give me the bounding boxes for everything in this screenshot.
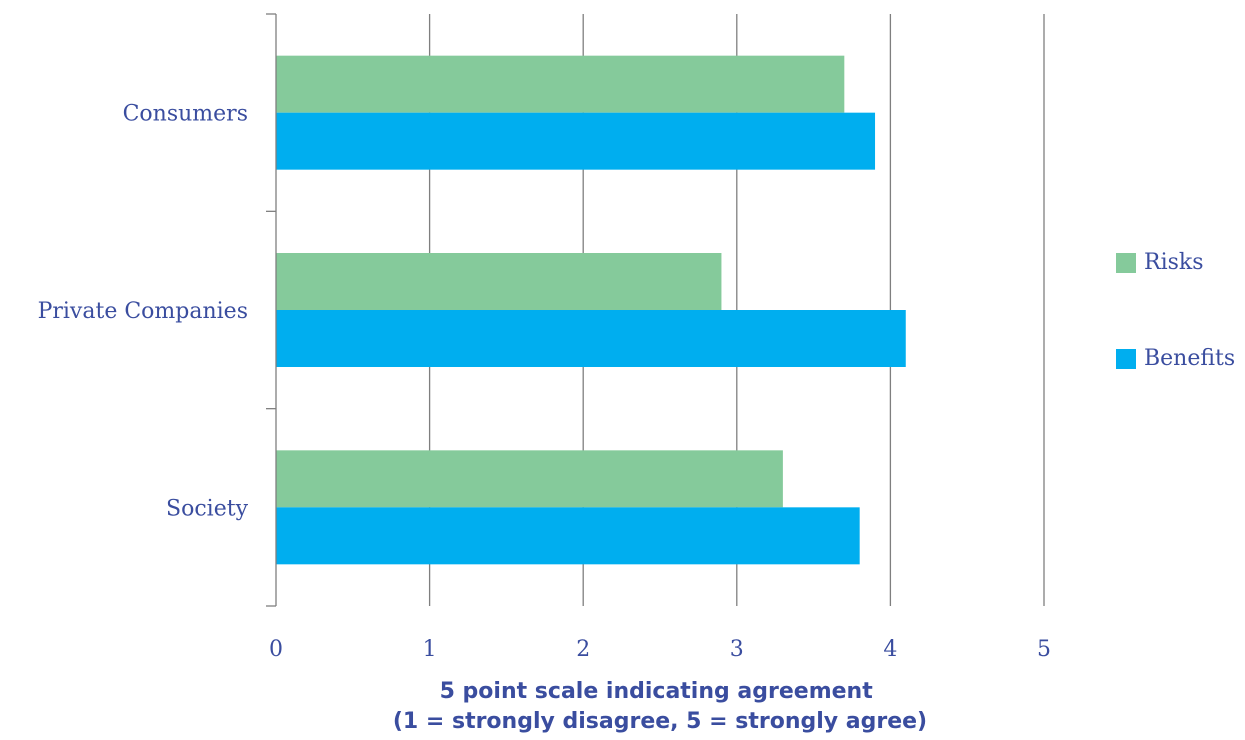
x-tick-labels: 0 1 2 3 4 5 (269, 637, 1051, 662)
category-label: Private Companies (38, 299, 248, 324)
bar-benefits-consumers (276, 112, 876, 170)
x-tick-label: 5 (1037, 637, 1051, 662)
legend-label-benefits: Benefits (1144, 346, 1235, 371)
x-axis-label-line-1: 5 point scale indicating agreement (440, 679, 874, 704)
category-labels: Consumers Private Companies Society (38, 102, 249, 522)
x-axis-label: 5 point scale indicating agreement (1 = … (393, 679, 927, 734)
y-axis (266, 13, 277, 607)
bar-benefits-society (276, 507, 860, 565)
x-axis-label-line-2: (1 = strongly disagree, 5 = strongly agr… (393, 709, 927, 734)
bar-risks-consumers (276, 55, 845, 113)
bar-benefits-private-companies (276, 310, 906, 367)
bar-risks-private-companies (276, 253, 722, 310)
category-label: Society (166, 496, 249, 521)
x-tick-label: 0 (269, 637, 283, 662)
bar-risks-society (276, 450, 783, 508)
category-label: Consumers (123, 102, 248, 127)
legend-swatch-benefits (1116, 349, 1136, 369)
x-tick-label: 3 (730, 637, 744, 662)
bars (276, 55, 906, 565)
x-tick-label: 4 (883, 637, 897, 662)
legend-swatch-risks (1116, 253, 1136, 273)
legend-label-risks: Risks (1144, 250, 1204, 275)
legend: Risks Benefits (1116, 250, 1235, 371)
x-tick-label: 1 (423, 637, 437, 662)
x-tick-label: 2 (576, 637, 590, 662)
